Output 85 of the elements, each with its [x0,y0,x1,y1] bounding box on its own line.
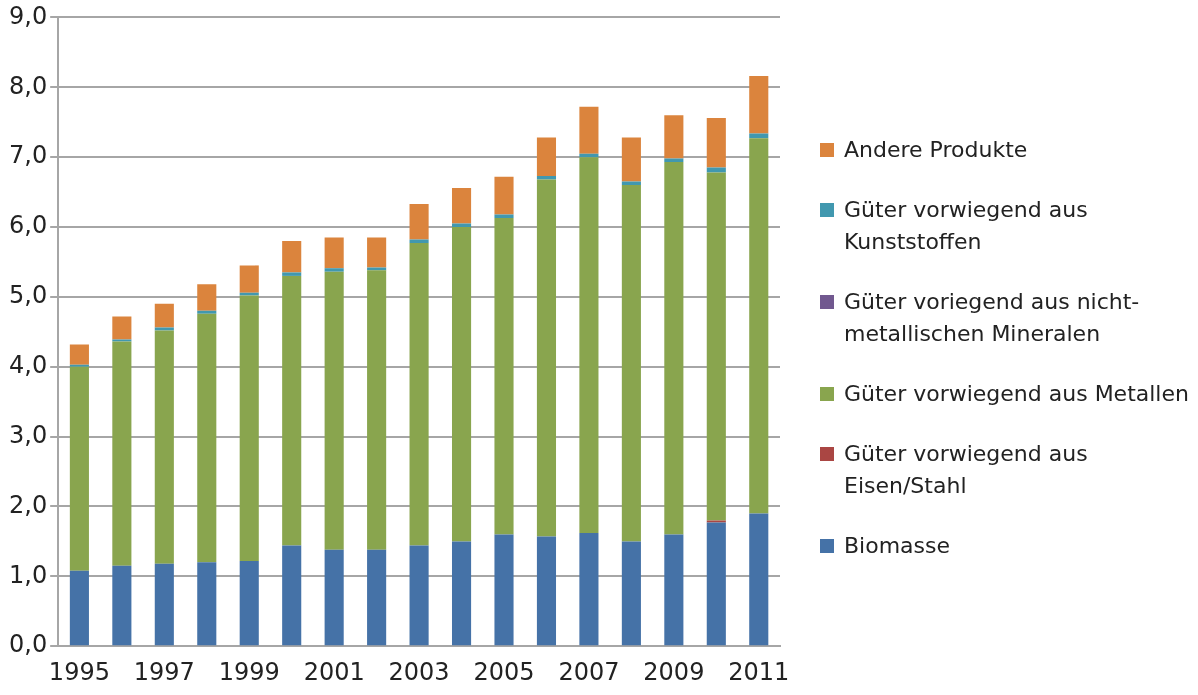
bar [112,339,132,342]
bar [749,138,769,514]
y-tick-label: 6,0 [9,211,48,240]
legend-label: Güter vorwiegend aus Metallen [844,379,1189,408]
bar [494,534,514,646]
y-tick-label: 8,0 [9,71,48,100]
bar [324,549,344,646]
x-tick-label: 2007 [558,657,620,686]
bar [69,570,89,646]
x-tick-label: 2009 [643,657,705,686]
bar [664,534,684,646]
bar [749,133,769,139]
bar [197,310,217,314]
bar [367,237,387,268]
bar [282,272,302,276]
bar [579,106,599,154]
bar [706,172,726,521]
bar [282,240,302,273]
bar [451,227,472,542]
x-tick-label: 2011 [728,657,790,686]
legend-label: Güter voriegend aus nicht-metallischen Mineralen [844,287,1141,348]
bar [706,520,726,523]
bar [239,560,259,646]
bar [536,179,557,537]
x-tick-label: 2005 [473,657,535,686]
x-tick-label: 1997 [133,657,195,686]
bar [282,275,302,546]
bar [451,541,472,646]
bar [367,549,387,646]
bar [621,137,641,182]
legend-label: Biomasse [844,531,951,560]
x-tick-label: 1999 [218,657,280,686]
bar [112,316,132,340]
bar [494,214,514,218]
bar [579,157,599,534]
y-tick-label: 9,0 [9,1,48,30]
x-tick-label: 2001 [303,657,365,686]
bar [324,271,344,550]
bar [536,137,557,176]
bar [197,562,217,646]
bar [367,270,387,550]
bar [536,536,557,646]
y-tick-label: 2,0 [9,490,48,519]
bar [451,187,472,224]
x-tick-label: 2003 [388,657,450,686]
bar [69,344,89,365]
bar [324,268,344,272]
bar [409,545,429,646]
bar [197,284,217,311]
bar [706,118,726,168]
bar [706,167,726,173]
bar [69,364,89,367]
bar [324,237,344,269]
x-tick-label: 1995 [48,657,110,686]
y-tick-label: 5,0 [9,281,48,310]
bar [494,176,514,215]
bar [621,185,641,542]
bar [749,513,769,646]
bar [154,303,174,328]
bar [409,203,429,240]
bar [706,522,726,646]
bar [282,545,302,646]
bar [239,265,259,293]
legend-label: Güter vorwiegend aus Eisen/Stahl [844,439,1089,500]
bar [494,217,514,535]
bar [664,162,684,535]
bar [621,541,641,646]
legend-label: Andere Produkte [844,135,1028,164]
bar [409,243,429,546]
bar [112,341,132,566]
y-tick-label: 0,0 [9,630,48,659]
bar [579,533,599,646]
bar [69,366,89,571]
bar [112,565,132,646]
bar [154,330,174,564]
bar [239,295,259,561]
legend-label: Güter vorwiegend aus Kunststoffen [844,195,1089,256]
bar [749,76,769,134]
y-tick-label: 1,0 [9,560,48,589]
y-tick-label: 4,0 [9,350,48,379]
y-tick-label: 7,0 [9,141,48,170]
bar [154,563,174,646]
bar [197,313,217,563]
bar [664,115,684,159]
y-tick-label: 3,0 [9,420,48,449]
